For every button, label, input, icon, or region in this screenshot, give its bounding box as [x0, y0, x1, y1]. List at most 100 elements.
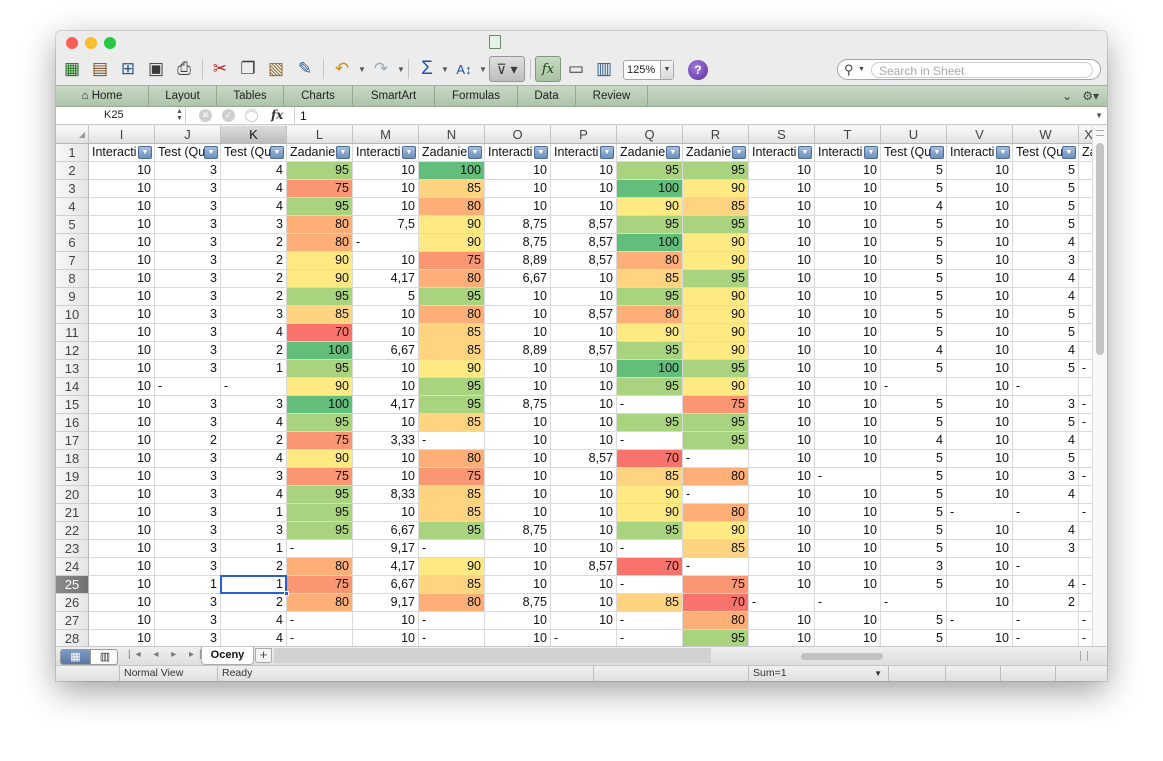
- table-cell[interactable]: 5: [1013, 306, 1079, 324]
- table-cell[interactable]: 5: [881, 576, 947, 594]
- table-cell[interactable]: 10: [749, 252, 815, 270]
- table-cell[interactable]: 75: [683, 396, 749, 414]
- table-cell[interactable]: -: [419, 630, 485, 646]
- table-cell[interactable]: 10: [551, 432, 617, 450]
- table-cell[interactable]: 70: [683, 594, 749, 612]
- sort-icon[interactable]: A↕: [456, 61, 472, 77]
- table-cell[interactable]: 100: [617, 360, 683, 378]
- table-cell[interactable]: 3: [155, 198, 221, 216]
- table-cell[interactable]: 10: [749, 612, 815, 630]
- row-header-15[interactable]: 15: [56, 396, 89, 414]
- table-cell[interactable]: 90: [683, 288, 749, 306]
- table-cell[interactable]: -: [287, 630, 353, 646]
- table-cell[interactable]: 95: [617, 162, 683, 180]
- table-cell[interactable]: 90: [683, 378, 749, 396]
- table-cell[interactable]: 85: [683, 198, 749, 216]
- table-cell[interactable]: 95: [287, 162, 353, 180]
- table-cell[interactable]: 3: [155, 612, 221, 630]
- header-cell[interactable]: Test (Qu ▼: [221, 144, 287, 162]
- table-cell[interactable]: -: [683, 450, 749, 468]
- table-cell[interactable]: 3: [881, 558, 947, 576]
- sheet-tab-oceny[interactable]: Oceny: [201, 647, 254, 665]
- table-cell[interactable]: 10: [485, 288, 551, 306]
- table-cell[interactable]: 4: [221, 162, 287, 180]
- table-cell[interactable]: 10: [749, 342, 815, 360]
- table-cell[interactable]: 10: [89, 612, 155, 630]
- table-cell[interactable]: 10: [947, 522, 1013, 540]
- table-cell[interactable]: 10: [815, 540, 881, 558]
- table-cell[interactable]: 6,67: [353, 522, 419, 540]
- table-cell[interactable]: 3: [155, 324, 221, 342]
- table-cell[interactable]: 2: [221, 288, 287, 306]
- table-cell[interactable]: 10: [551, 486, 617, 504]
- table-cell[interactable]: 3: [155, 450, 221, 468]
- filter-dropdown-icon[interactable]: ▼: [402, 146, 416, 159]
- tab-home[interactable]: ⌂ Home: [56, 86, 149, 107]
- gallery-icon[interactable]: ▤: [91, 59, 109, 78]
- table-cell[interactable]: 10: [947, 288, 1013, 306]
- table-cell[interactable]: 10: [749, 306, 815, 324]
- row-header-27[interactable]: 27: [56, 612, 89, 630]
- table-cell[interactable]: 10: [551, 540, 617, 558]
- table-cell[interactable]: 10: [353, 198, 419, 216]
- table-cell[interactable]: 10: [551, 360, 617, 378]
- table-cell[interactable]: [1079, 558, 1092, 576]
- table-cell[interactable]: 3: [1013, 252, 1079, 270]
- table-cell[interactable]: 10: [89, 378, 155, 396]
- header-cell[interactable]: Interacti ▼: [749, 144, 815, 162]
- header-cell[interactable]: Test (Qu ▼: [881, 144, 947, 162]
- table-cell[interactable]: 5: [881, 396, 947, 414]
- horizontal-scroll-thumb[interactable]: [801, 653, 883, 660]
- table-cell[interactable]: 3: [1013, 468, 1079, 486]
- table-cell[interactable]: 85: [419, 180, 485, 198]
- table-cell[interactable]: -: [1079, 576, 1092, 594]
- table-cell[interactable]: -: [1013, 630, 1079, 646]
- filter-dropdown-icon[interactable]: ▼: [204, 146, 218, 159]
- table-cell[interactable]: 90: [683, 342, 749, 360]
- table-cell[interactable]: [1079, 522, 1092, 540]
- table-cell[interactable]: 10: [89, 324, 155, 342]
- table-cell[interactable]: 3: [155, 360, 221, 378]
- table-cell[interactable]: 10: [353, 180, 419, 198]
- table-cell[interactable]: 3: [155, 270, 221, 288]
- table-cell[interactable]: 10: [815, 414, 881, 432]
- table-cell[interactable]: 95: [287, 504, 353, 522]
- table-cell[interactable]: 10: [749, 378, 815, 396]
- table-cell[interactable]: 4: [1013, 342, 1079, 360]
- table-cell[interactable]: [1079, 198, 1092, 216]
- table-cell[interactable]: 3: [155, 342, 221, 360]
- table-cell[interactable]: 80: [287, 216, 353, 234]
- table-cell[interactable]: 95: [419, 522, 485, 540]
- split-handle[interactable]: [1096, 130, 1104, 136]
- table-cell[interactable]: 1: [221, 504, 287, 522]
- table-cell[interactable]: 10: [815, 396, 881, 414]
- table-cell[interactable]: 10: [353, 378, 419, 396]
- filter-dropdown-icon[interactable]: ▼: [270, 146, 284, 159]
- table-cell[interactable]: [1079, 378, 1092, 396]
- table-cell[interactable]: 3: [1013, 540, 1079, 558]
- table-cell[interactable]: 10: [815, 558, 881, 576]
- table-cell[interactable]: 5: [1013, 216, 1079, 234]
- table-cell[interactable]: 90: [419, 234, 485, 252]
- column-header-x[interactable]: X: [1079, 126, 1092, 144]
- tab-charts[interactable]: Charts: [284, 86, 353, 107]
- table-cell[interactable]: 3: [155, 216, 221, 234]
- row-header-23[interactable]: 23: [56, 540, 89, 558]
- table-cell[interactable]: 95: [683, 630, 749, 646]
- table-cell[interactable]: -: [617, 396, 683, 414]
- table-cell[interactable]: 10: [947, 270, 1013, 288]
- table-cell[interactable]: 75: [683, 576, 749, 594]
- table-cell[interactable]: 10: [551, 180, 617, 198]
- table-cell[interactable]: 10: [947, 234, 1013, 252]
- table-cell[interactable]: 10: [551, 198, 617, 216]
- table-cell[interactable]: -: [815, 468, 881, 486]
- table-cell[interactable]: 10: [353, 306, 419, 324]
- table-cell[interactable]: 10: [485, 414, 551, 432]
- table-cell[interactable]: -: [1013, 378, 1079, 396]
- table-cell[interactable]: 10: [89, 216, 155, 234]
- header-cell[interactable]: Test (Qu ▼: [155, 144, 221, 162]
- table-cell[interactable]: [1079, 234, 1092, 252]
- table-cell[interactable]: 3: [155, 414, 221, 432]
- row-header-21[interactable]: 21: [56, 504, 89, 522]
- table-cell[interactable]: 10: [551, 468, 617, 486]
